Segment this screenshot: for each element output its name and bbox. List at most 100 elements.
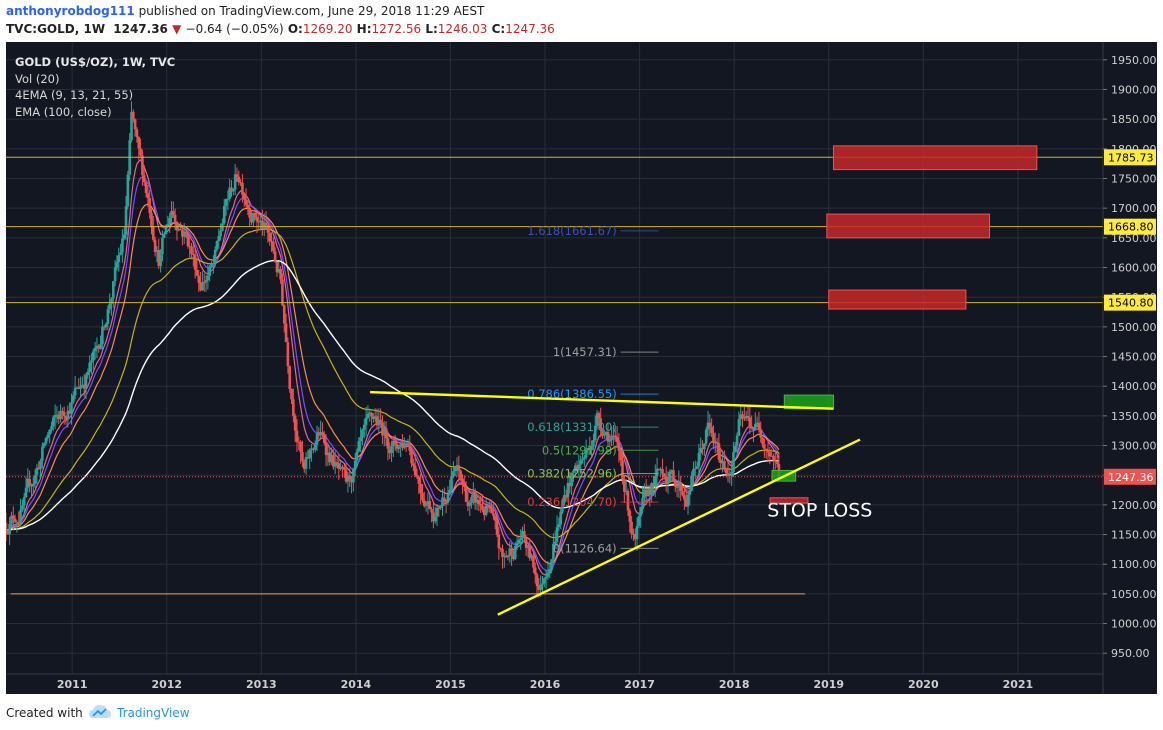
candle xyxy=(699,447,703,454)
candle xyxy=(272,241,275,252)
candle xyxy=(21,505,24,510)
candle xyxy=(406,444,410,447)
candle xyxy=(483,509,486,516)
candle xyxy=(10,515,13,524)
target-zone-box[interactable] xyxy=(828,289,967,310)
low-label: L: xyxy=(425,22,438,36)
candle xyxy=(259,220,262,222)
publish-line: anthonyrobdog111 published on TradingVie… xyxy=(6,4,484,18)
candle xyxy=(288,366,292,390)
candle xyxy=(613,435,617,438)
candle xyxy=(130,111,133,141)
time-tick-label: 2011 xyxy=(57,678,88,691)
candle xyxy=(204,280,208,283)
stop-loss-box[interactable] xyxy=(769,497,809,504)
candle xyxy=(581,458,584,461)
candle xyxy=(401,443,404,448)
target-zone-box[interactable] xyxy=(832,145,1038,171)
candle xyxy=(179,229,182,231)
candle xyxy=(352,468,355,483)
candle xyxy=(657,468,661,470)
candle xyxy=(317,433,321,436)
candle xyxy=(53,415,57,418)
candle xyxy=(479,504,482,506)
candle xyxy=(421,492,424,501)
candle xyxy=(664,476,668,484)
candle xyxy=(219,230,222,237)
candle xyxy=(566,483,570,498)
candle xyxy=(697,453,701,467)
legend-4ema[interactable]: 4EMA (9, 13, 21, 55) xyxy=(15,88,134,102)
candle xyxy=(161,237,164,254)
candle xyxy=(132,111,135,120)
price-tick-label: 1100.00 xyxy=(1111,558,1157,571)
candle xyxy=(95,345,99,348)
candle xyxy=(262,222,266,229)
time-tick-label: 2013 xyxy=(246,678,277,691)
candle xyxy=(473,492,477,503)
candle xyxy=(173,214,177,222)
candle xyxy=(139,148,142,156)
candle xyxy=(426,501,430,505)
candle xyxy=(439,506,442,509)
candle xyxy=(639,506,643,517)
published-text: published on TradingView.com, June 29, 2… xyxy=(134,4,485,18)
candle xyxy=(684,499,688,507)
candle xyxy=(484,505,488,516)
price-chart[interactable]: 1.618(1661.67)1(1457.31)0.786(1386.55)0.… xyxy=(4,42,1157,694)
candle xyxy=(772,455,775,461)
candle xyxy=(77,387,81,389)
candle xyxy=(31,483,35,487)
candle xyxy=(301,452,304,462)
candle xyxy=(379,419,382,423)
publish-header: anthonyrobdog111 published on TradingVie… xyxy=(0,0,1163,42)
candle xyxy=(715,442,719,444)
legend-ema100[interactable]: EMA (100, close) xyxy=(15,104,112,119)
target-zone-box[interactable] xyxy=(826,213,991,239)
candle xyxy=(741,414,744,418)
candle xyxy=(117,255,121,263)
footer: Created with TradingView xyxy=(0,697,1163,730)
candle xyxy=(101,326,104,345)
candle xyxy=(437,507,441,509)
tradingview-link[interactable]: TradingView xyxy=(117,706,190,720)
candle xyxy=(348,475,352,480)
author-link[interactable]: anthonyrobdog111 xyxy=(6,4,135,18)
candle xyxy=(648,489,652,496)
candle xyxy=(124,206,128,235)
candle xyxy=(583,457,586,459)
candle xyxy=(453,467,457,472)
legend-volume[interactable]: Vol (20) xyxy=(15,71,60,86)
candle xyxy=(652,483,655,487)
candle xyxy=(493,515,497,521)
candle xyxy=(510,548,513,556)
candle xyxy=(704,429,708,444)
candle xyxy=(190,246,193,254)
candle xyxy=(182,231,186,237)
candle xyxy=(419,483,422,493)
down-arrow-icon: ▼ xyxy=(172,22,182,36)
candle xyxy=(270,241,273,243)
candle xyxy=(452,471,455,477)
legend-title: GOLD (US$/OZ), 1W, TVC xyxy=(15,55,176,69)
candle xyxy=(79,385,82,389)
candle xyxy=(337,463,341,469)
candle xyxy=(170,210,173,219)
candle xyxy=(242,194,246,200)
fib-level-label: 1.618(1661.67) xyxy=(527,224,616,238)
candle xyxy=(275,261,279,273)
candle xyxy=(612,435,615,438)
price-change: −0.64 (−0.05%) xyxy=(185,22,284,36)
candle xyxy=(579,460,582,465)
candle xyxy=(312,448,315,450)
candle xyxy=(686,494,690,507)
candle xyxy=(726,473,730,476)
candle xyxy=(24,487,28,498)
candle xyxy=(230,187,233,192)
candle xyxy=(326,452,330,456)
chart-area[interactable]: 1.618(1661.67) 1(1457.31) 0.786(1386.55) 0.… xyxy=(4,42,1157,694)
trendline[interactable] xyxy=(497,438,861,616)
candle xyxy=(404,443,408,447)
trendline[interactable] xyxy=(370,390,834,410)
high-value: 1272.56 xyxy=(371,22,422,36)
